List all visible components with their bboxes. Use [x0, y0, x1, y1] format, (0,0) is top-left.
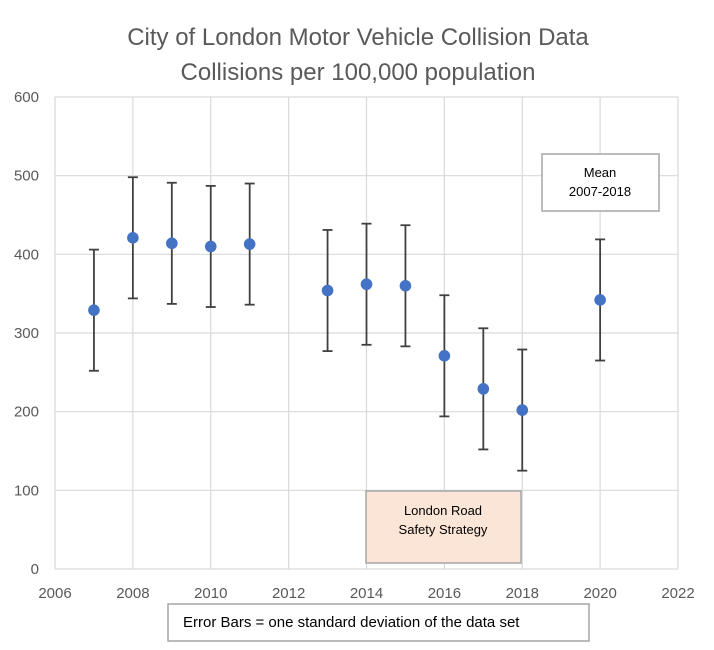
data-point: [166, 237, 178, 250]
y-tick-label: 500: [14, 168, 39, 185]
axes: 0 100 200 300 400 500 600 2006 2008 2010 2012 2014 2…: [14, 89, 695, 602]
x-tick-label: 2010: [194, 585, 227, 602]
error-bar-note: Error Bars = one standard deviation of t…: [167, 603, 590, 642]
x-tick-label: 2014: [350, 585, 383, 602]
error-bar-note-box: [167, 603, 590, 642]
x-tick-label: 2012: [272, 585, 305, 602]
strategy-annotation-label-2: Safety Strategy: [399, 522, 488, 537]
y-tick-label: 400: [14, 246, 39, 263]
x-tick-label: 2020: [583, 585, 616, 602]
data-point: [594, 294, 606, 306]
error-bar-note-text: Error Bars = one standard deviation of t…: [183, 614, 520, 631]
data-point: [516, 404, 529, 416]
x-tick-label: 2006: [38, 585, 71, 602]
data-point: [360, 278, 373, 291]
data-point: [438, 350, 451, 362]
data-series: [88, 176, 606, 472]
x-tick-label: 2018: [506, 585, 539, 602]
chart-title: City of London Motor Vehicle Collision D…: [127, 24, 589, 51]
mean-annotation: Mean 2007-2018: [541, 153, 660, 212]
data-point: [477, 383, 490, 395]
data-point: [88, 304, 100, 316]
x-tick-label: 2016: [428, 585, 461, 602]
data-point: [243, 238, 256, 250]
strategy-annotation-box: [365, 490, 522, 564]
data-point: [321, 284, 334, 297]
x-tick-label: 2022: [661, 585, 694, 602]
mean-annotation-label-2: 2007-2018: [569, 184, 631, 199]
chart-subtitle: Collisions per 100,000 population: [181, 59, 536, 86]
y-tick-label: 300: [14, 325, 39, 342]
strategy-annotation-label-1: London Road: [404, 503, 482, 518]
data-point: [127, 232, 139, 244]
y-tick-label: 0: [31, 561, 39, 578]
mean-annotation-label-1: Mean: [584, 165, 617, 180]
y-tick-label: 100: [14, 482, 39, 499]
x-tick-label: 2008: [116, 585, 149, 602]
y-tick-label: 600: [14, 89, 39, 106]
strategy-annotation: London Road Safety Strategy: [365, 490, 522, 564]
data-point: [204, 240, 217, 253]
data-point: [399, 280, 412, 292]
mean-annotation-box: [541, 153, 660, 212]
y-tick-label: 200: [14, 404, 39, 421]
